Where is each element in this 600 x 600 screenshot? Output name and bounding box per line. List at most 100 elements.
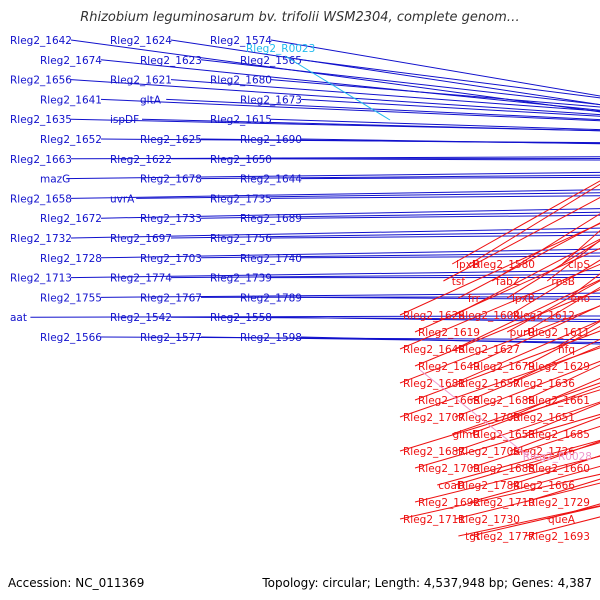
forward-gene-leader bbox=[66, 171, 600, 180]
forward-gene-label: Rleg2_1673 bbox=[240, 94, 302, 106]
reverse-gene-label: Rleg2_1604 bbox=[458, 310, 520, 322]
reverse-gene-label: glmU bbox=[453, 429, 481, 441]
forward-gene-leader bbox=[70, 79, 600, 116]
forward-gene-leader bbox=[170, 273, 600, 279]
reverse-gene-leader bbox=[399, 473, 600, 520]
reverse-gene-label: frr bbox=[468, 293, 481, 305]
pseudo-gene-label: Rleg2_R0028 bbox=[523, 451, 592, 463]
forward-gene-label: Rleg2_1740 bbox=[240, 253, 302, 265]
forward-gene-leader bbox=[300, 98, 600, 117]
reverse-gene-leader bbox=[506, 240, 600, 299]
reverse-gene-label: lpxD bbox=[456, 259, 480, 271]
reverse-gene-label: Rleg2_1784 bbox=[458, 480, 520, 492]
reverse-gene-label: Rleg2_1627 bbox=[458, 344, 520, 356]
forward-gene-label: Rleg2_1566 bbox=[40, 332, 102, 344]
forward-gene-leader bbox=[70, 156, 600, 160]
reverse-gene-leader bbox=[451, 180, 600, 265]
pseudo-gene-leader bbox=[419, 369, 529, 457]
reverse-gene-label: Rleg2_1730 bbox=[458, 514, 520, 526]
reverse-gene-label: Rleg2_1657 bbox=[458, 378, 520, 390]
reverse-gene-label: Rleg2_1711 bbox=[403, 514, 465, 526]
forward-gene-leader bbox=[100, 138, 600, 144]
forward-gene-label: Rleg2_1635 bbox=[10, 114, 72, 126]
reverse-gene-label: tgt bbox=[465, 531, 480, 543]
forward-gene-label: Rleg2_1728 bbox=[40, 253, 102, 265]
forward-gene-label: Rleg2_1690 bbox=[240, 134, 302, 146]
forward-gene-leader bbox=[200, 138, 600, 144]
forward-gene-leader bbox=[270, 316, 600, 323]
forward-gene-label: ispDF bbox=[110, 114, 139, 126]
reverse-gene-leader bbox=[454, 238, 600, 316]
forward-gene-label: Rleg2_1735 bbox=[210, 193, 272, 205]
reverse-gene-leader bbox=[452, 382, 600, 435]
forward-gene-leader bbox=[70, 227, 600, 239]
forward-gene-label: Rleg2_1713 bbox=[10, 273, 72, 285]
reverse-gene-label: Rleg2_1653 bbox=[473, 429, 535, 441]
forward-gene-label: Rleg2_1678 bbox=[140, 174, 202, 186]
forward-gene-leader bbox=[300, 59, 600, 99]
forward-gene-label: Rleg2_1650 bbox=[210, 154, 272, 166]
forward-gene-label: Rleg2_1680 bbox=[210, 75, 272, 87]
forward-gene-label: Rleg2_1739 bbox=[210, 273, 272, 285]
reverse-gene-label: Rleg2_1651 bbox=[513, 412, 575, 424]
forward-gene-label: Rleg2_1621 bbox=[110, 75, 172, 87]
reverse-gene-leader bbox=[469, 183, 600, 265]
forward-gene-leader bbox=[270, 39, 600, 97]
forward-gene-leader bbox=[300, 138, 600, 145]
forward-gene-label: mazG bbox=[40, 174, 70, 186]
reverse-gene-leader bbox=[509, 259, 600, 316]
reverse-gene-label: Rleg2_1693 bbox=[528, 531, 590, 543]
forward-gene-label: Rleg2_1652 bbox=[40, 134, 102, 146]
forward-gene-leader bbox=[200, 296, 600, 298]
forward-gene-leader bbox=[100, 98, 600, 122]
reverse-gene-label: fabZ bbox=[496, 276, 520, 288]
reverse-gene-label: Rleg2_1692 bbox=[418, 497, 480, 509]
forward-gene-leader bbox=[70, 189, 600, 199]
forward-gene-leader bbox=[100, 208, 600, 219]
reverse-gene-leader bbox=[414, 247, 600, 333]
forward-gene-label: Rleg2_1674 bbox=[40, 55, 102, 67]
forward-gene-label: Rleg2_1615 bbox=[210, 114, 272, 126]
forward-gene-label: Rleg2_1542 bbox=[110, 312, 172, 324]
reverse-gene-label: Rleg2_1709 bbox=[418, 463, 480, 475]
reverse-gene-label: tsf bbox=[452, 276, 466, 288]
forward-gene-label: Rleg2_1697 bbox=[110, 233, 172, 245]
reverse-gene-label: coaD bbox=[438, 480, 465, 492]
reverse-gene-leader bbox=[454, 360, 600, 418]
forward-gene-label: Rleg2_1689 bbox=[240, 213, 302, 225]
forward-gene-label: Rleg2_1622 bbox=[110, 154, 172, 166]
forward-gene-leader bbox=[270, 195, 600, 199]
reverse-gene-leader bbox=[491, 213, 600, 282]
forward-gene-leader bbox=[300, 255, 600, 259]
forward-gene-label: Rleg2_1624 bbox=[110, 35, 172, 47]
reverse-gene-leader bbox=[454, 279, 600, 350]
forward-gene-label: Rleg2_1703 bbox=[140, 253, 202, 265]
forward-gene-leader bbox=[136, 192, 600, 199]
forward-gene-leader bbox=[141, 118, 600, 132]
forward-gene-label: Rleg2_1732 bbox=[10, 233, 72, 245]
reverse-gene-leader bbox=[399, 389, 600, 452]
reverse-gene-label: Rleg2_1636 bbox=[513, 378, 575, 390]
forward-gene-label: Rleg2_1642 bbox=[10, 35, 72, 47]
reverse-gene-leader bbox=[443, 196, 600, 282]
reverse-gene-leader bbox=[458, 222, 600, 299]
reverse-gene-label: Rleg2_1686 bbox=[473, 395, 535, 407]
forward-gene-label: Rleg2_1558 bbox=[210, 312, 272, 324]
forward-gene-leader bbox=[270, 234, 600, 239]
forward-gene-label: Rleg2_1598 bbox=[240, 332, 302, 344]
forward-gene-leader bbox=[200, 252, 600, 259]
reverse-gene-leader bbox=[469, 305, 600, 367]
reverse-gene-leader bbox=[399, 347, 600, 418]
forward-gene-label: Rleg2_1663 bbox=[10, 154, 72, 166]
forward-gene-leader bbox=[200, 211, 600, 219]
forward-gene-leader bbox=[270, 79, 600, 108]
forward-gene-leader bbox=[300, 336, 600, 345]
forward-gene-label: Rleg2_1733 bbox=[140, 213, 202, 225]
forward-gene-label: Rleg2_1656 bbox=[10, 75, 72, 87]
forward-gene-leader bbox=[30, 315, 600, 318]
reverse-gene-label: lpxB bbox=[512, 293, 535, 305]
forward-gene-leader bbox=[300, 214, 600, 219]
forward-gene-leader bbox=[200, 59, 600, 106]
reverse-gene-leader bbox=[399, 305, 600, 384]
forward-gene-leader bbox=[100, 292, 600, 298]
